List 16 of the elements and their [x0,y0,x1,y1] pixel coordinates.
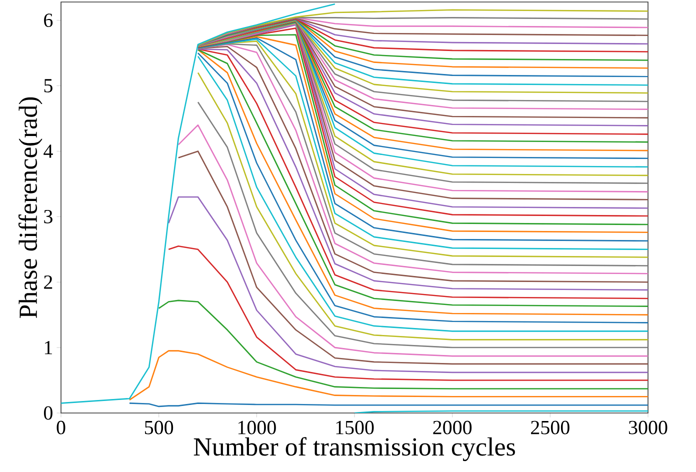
x-axis-title: Number of transmission cycles [194,437,515,462]
x-tick-label: 3000 [628,420,668,434]
y-tick-label: 0 [44,406,52,420]
y-axis-title: Phase difference(rad) [18,97,42,318]
y-tick-label: 3 [44,210,52,224]
y-tick-label: 1 [44,340,52,354]
x-tick-label: 0 [56,420,66,434]
y-tick-label: 4 [44,144,53,158]
x-tick-label: 2000 [433,420,472,434]
y-tick-label: 5 [44,79,52,92]
x-tick-label: 1000 [238,420,276,434]
y-tick-label: 2 [44,275,52,289]
x-tick-label: 1500 [336,420,374,434]
x-tick-label: 500 [144,420,174,434]
x-tick-label: 2500 [531,420,570,434]
y-tick-label: 6 [44,14,53,28]
